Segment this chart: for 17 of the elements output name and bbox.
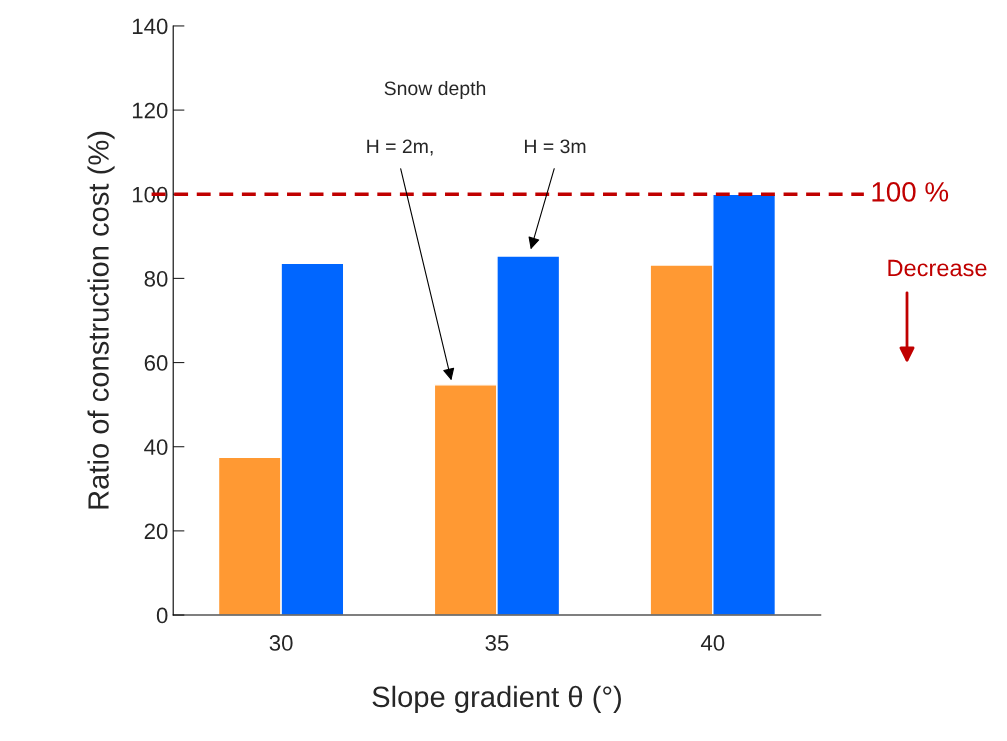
- y-tick-label: 0: [156, 607, 168, 624]
- y-axis-title: Ratio of construction cost (%): [87, 131, 115, 509]
- x-tick-label: 35: [485, 635, 509, 651]
- y-tick-label: 40: [144, 439, 168, 455]
- annotation: H = 3m: [524, 139, 586, 154]
- annotation: Snow depth: [384, 80, 486, 100]
- x-tick-label: 40: [700, 635, 725, 651]
- ref-line-label: 100 %: [872, 182, 949, 202]
- text: Decrease: [888, 259, 987, 277]
- annotation: H = 2m,: [367, 139, 433, 156]
- x-tick-label: 30: [269, 635, 293, 651]
- y-tick-label: 60: [144, 355, 168, 371]
- y-tick-label: 140: [132, 18, 168, 35]
- x-axis-title: Slope gradient θ (°): [372, 685, 621, 713]
- y-tick-label: 20: [144, 523, 168, 540]
- y-tick-label: 120: [132, 102, 168, 119]
- y-tick-label: 80: [144, 270, 168, 287]
